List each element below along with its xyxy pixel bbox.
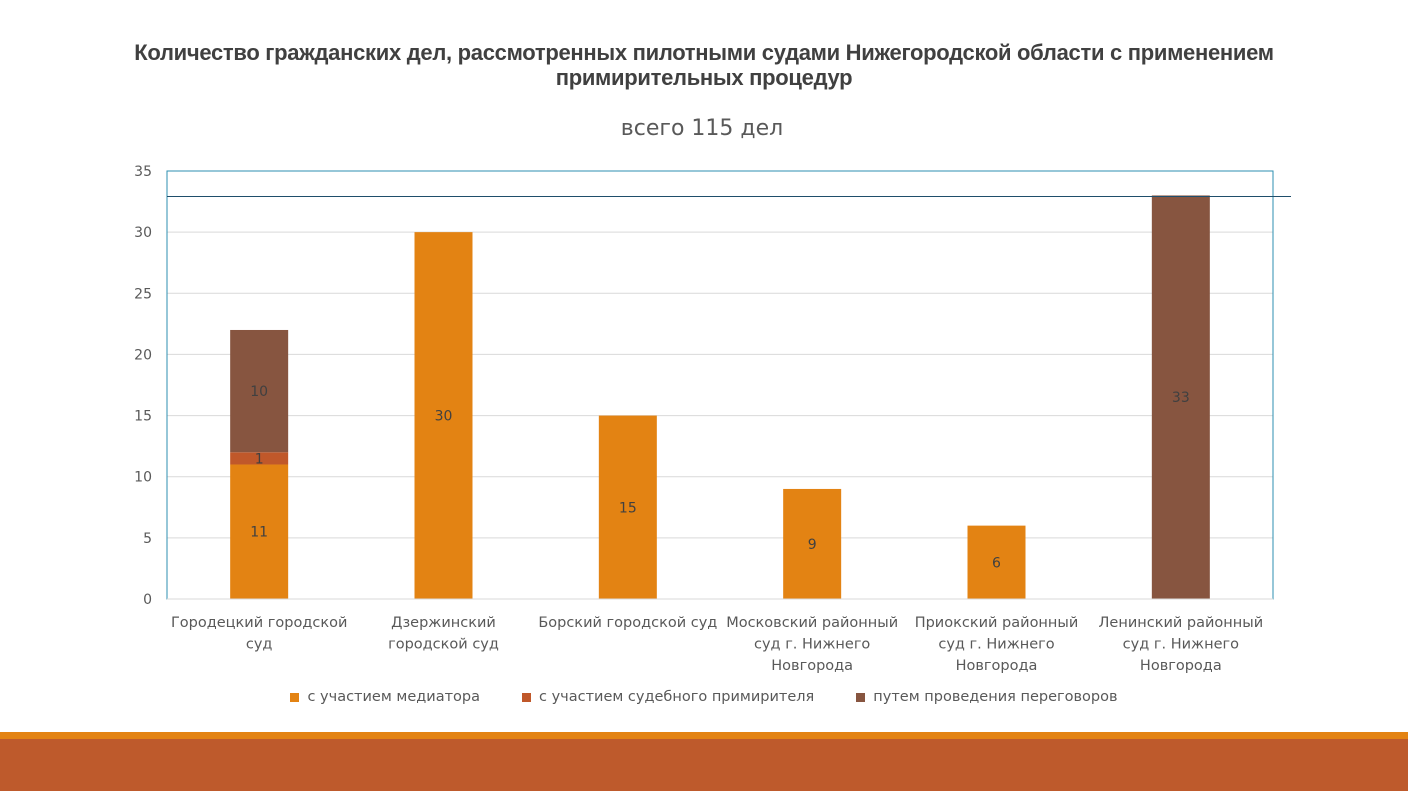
bar-segment [598,415,657,599]
bar-segment [230,452,289,465]
y-tick-label: 5 [143,531,152,547]
x-tick-label: Городецкий городской суд [171,615,347,653]
bar-segment [414,232,473,599]
legend-label: с участием судебного примирителя [539,689,815,705]
bar-segment [783,488,842,599]
legend-swatch [290,692,300,702]
data-label: 30 [435,409,453,425]
bar-segment [230,329,289,453]
x-tick-label: Приокский районный суд г. Нижнего Новгород… [915,615,1079,674]
bar-segment [967,525,1026,599]
legend-swatch [522,692,531,702]
data-label: 9 [808,537,817,553]
footer-stripe [0,732,1408,739]
chart-legend: с участием медиатора с участием судебного… [0,689,1408,705]
bar-segment [230,464,289,599]
data-label: 11 [250,525,268,541]
y-tick-label: 15 [134,409,152,425]
y-tick-label: 10 [134,470,152,486]
x-tick-label: Борский городской суд [538,615,717,631]
y-tick-label: 30 [134,225,152,241]
data-label: 1 [255,451,264,467]
data-label: 33 [1172,390,1190,406]
x-tick-label: Московский районный суд г. Нижнего Новгоро… [726,615,898,674]
legend-label: путем проведения переговоров [873,689,1118,705]
footer-bar [0,739,1408,791]
y-tick-label: 25 [134,286,152,302]
legend-swatch [856,692,866,702]
legend-item: путем проведения переговоров [856,689,1118,705]
y-tick-label: 35 [134,164,152,180]
legend-item: с участием медиатора [290,689,480,705]
data-label: 6 [992,555,1001,571]
chart-title: всего 115 дел [620,116,784,141]
data-label: 10 [250,384,268,400]
plot-area-border [166,170,1274,600]
y-tick-label: 0 [143,592,152,608]
data-label: 15 [619,500,637,516]
x-tick-label: Дзержинский городской суд [388,615,499,653]
legend-label: с участием медиатора [307,689,480,705]
legend-item: с участием судебного примирителя [522,689,814,705]
bar-segment [1151,195,1210,599]
slide-title: Количество гражданских дел, рассмотренны… [134,40,1274,90]
y-tick-label: 20 [134,347,152,363]
x-tick-label: Ленинский районный суд г. Нижнего Новгород… [1099,615,1264,674]
